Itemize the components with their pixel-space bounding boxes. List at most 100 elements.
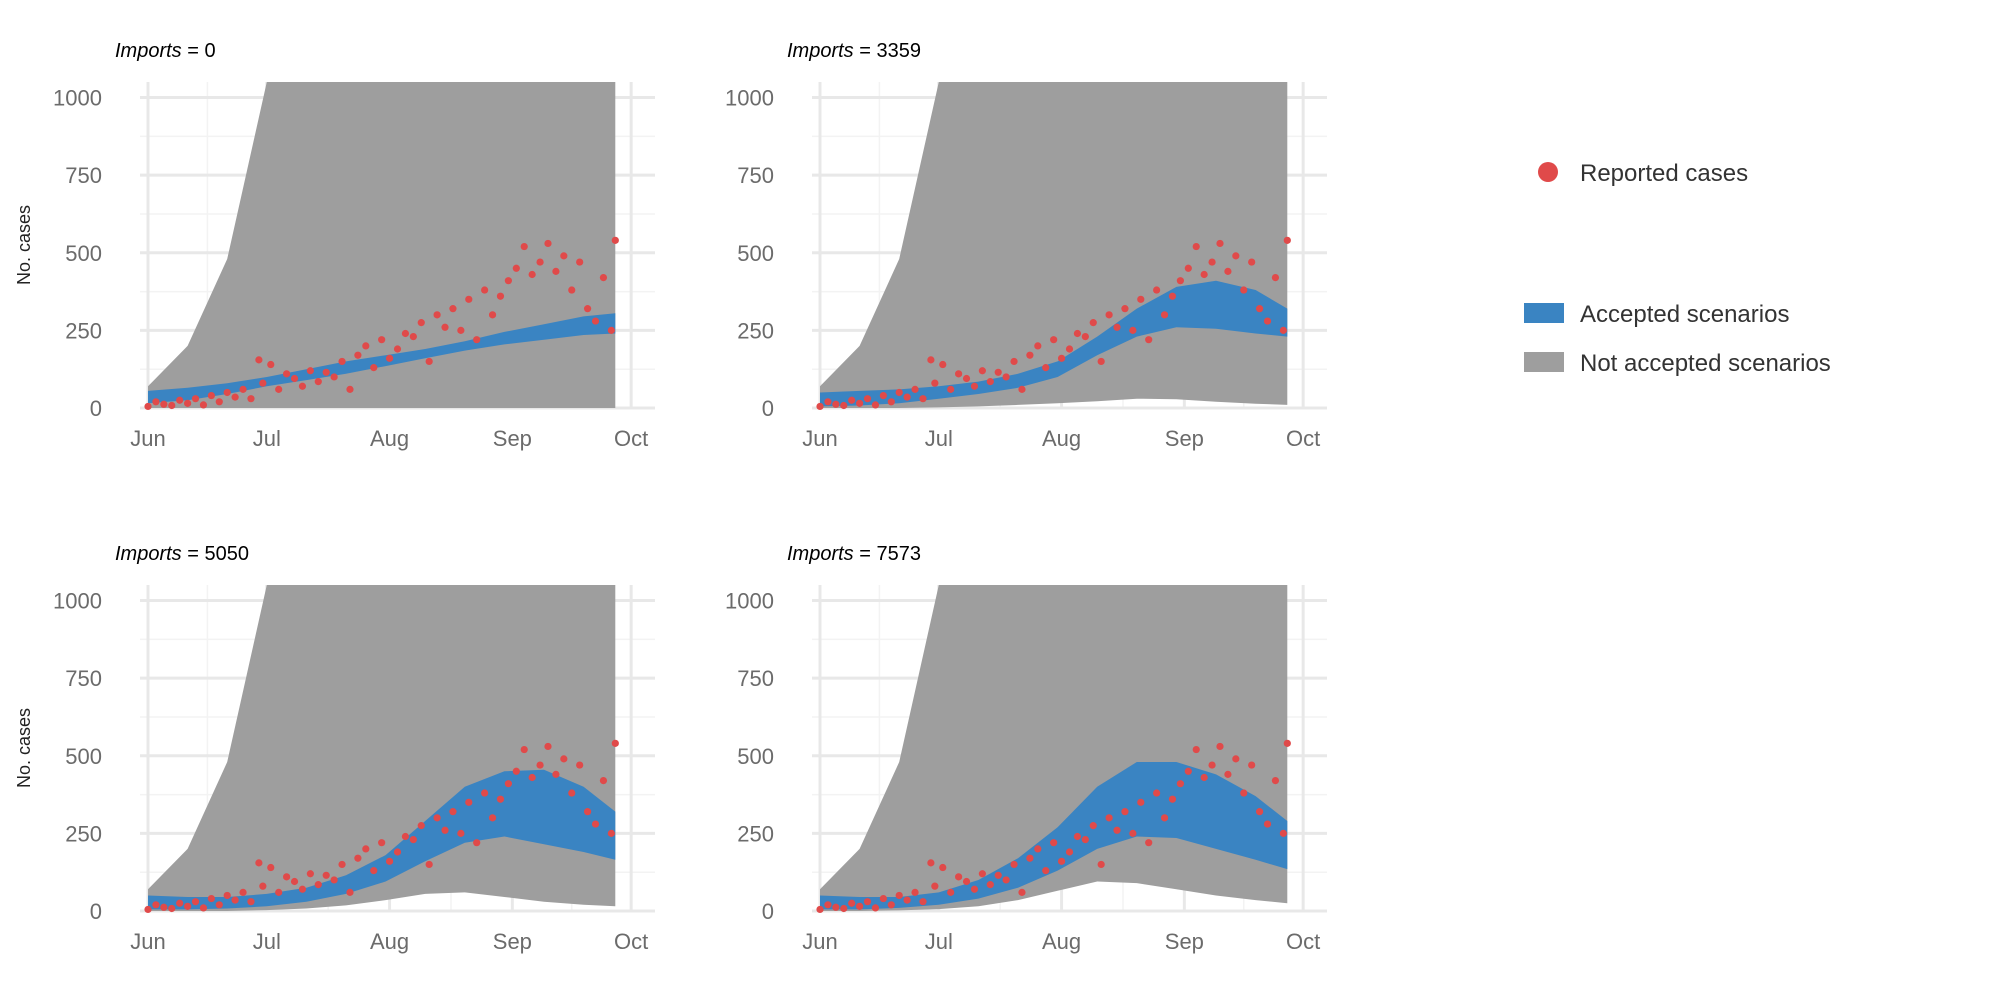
reported-case-point bbox=[191, 395, 200, 403]
reported-case-point bbox=[378, 336, 386, 344]
reported-case-point bbox=[1018, 385, 1026, 393]
reported-case-point bbox=[927, 356, 935, 364]
reported-case-point bbox=[895, 891, 903, 900]
facet-title: Imports = 0 bbox=[115, 40, 216, 62]
reported-case-point bbox=[338, 357, 346, 366]
reported-case-point bbox=[1073, 832, 1082, 841]
reported-case-point bbox=[259, 882, 267, 890]
legend-reported-swatch bbox=[1538, 162, 1558, 182]
reported-case-point bbox=[544, 742, 552, 751]
reported-case-point bbox=[1153, 286, 1161, 294]
reported-case-point bbox=[176, 899, 184, 907]
reported-case-point bbox=[370, 867, 378, 875]
y-tick-label: 0 bbox=[90, 396, 102, 421]
y-tick-label: 1000 bbox=[53, 589, 102, 614]
x-tick-label: Sep bbox=[493, 426, 532, 451]
reported-case-point bbox=[994, 871, 1002, 879]
not-accepted-band bbox=[148, 82, 616, 408]
y-tick-label: 250 bbox=[65, 821, 102, 846]
x-tick-label: Oct bbox=[1286, 426, 1320, 451]
reported-case-point bbox=[871, 401, 880, 409]
reported-case-point bbox=[863, 898, 872, 906]
reported-case-point bbox=[955, 873, 963, 881]
reported-case-point bbox=[1224, 267, 1232, 275]
reported-case-point bbox=[433, 814, 441, 822]
reported-case-point bbox=[1002, 373, 1010, 381]
reported-case-point bbox=[504, 780, 512, 788]
reported-case-point bbox=[231, 393, 239, 401]
reported-case-point bbox=[465, 798, 473, 806]
reported-case-point bbox=[879, 894, 887, 903]
reported-case-point bbox=[919, 395, 927, 403]
x-tick-label: Sep bbox=[493, 929, 532, 954]
reported-case-point bbox=[385, 857, 394, 865]
reported-case-point bbox=[449, 305, 457, 313]
legend-accepted-swatch bbox=[1524, 303, 1564, 323]
reported-case-point bbox=[239, 385, 247, 393]
reported-case-point bbox=[184, 902, 192, 910]
reported-case-point bbox=[401, 329, 410, 338]
reported-case-point bbox=[832, 903, 840, 911]
reported-case-point bbox=[207, 894, 215, 903]
x-tick-label: Jun bbox=[802, 929, 837, 954]
reported-case-point bbox=[1248, 761, 1256, 769]
reported-case-point bbox=[1168, 795, 1177, 803]
reported-case-point bbox=[1232, 755, 1240, 763]
reported-case-point bbox=[528, 773, 536, 782]
reported-case-point bbox=[393, 345, 402, 353]
y-tick-label: 1000 bbox=[725, 589, 774, 614]
reported-case-point bbox=[536, 258, 544, 266]
y-tick-label: 0 bbox=[762, 396, 774, 421]
reported-case-point bbox=[1283, 739, 1291, 747]
reported-case-point bbox=[607, 829, 615, 837]
reported-case-point bbox=[433, 311, 441, 319]
reported-case-point bbox=[283, 370, 291, 378]
reported-case-point bbox=[1283, 236, 1291, 244]
reported-case-point bbox=[275, 385, 283, 393]
reported-case-point bbox=[152, 901, 160, 909]
reported-case-point bbox=[1232, 252, 1240, 260]
reported-case-point bbox=[512, 264, 520, 272]
reported-case-point bbox=[895, 388, 903, 397]
reported-case-point bbox=[824, 398, 832, 406]
reported-case-point bbox=[1097, 357, 1105, 366]
reported-case-point bbox=[1271, 274, 1280, 282]
reported-case-point bbox=[1010, 357, 1018, 366]
reported-case-point bbox=[1089, 319, 1097, 327]
reported-case-point bbox=[1279, 326, 1287, 334]
reported-case-point bbox=[840, 401, 848, 410]
reported-case-point bbox=[457, 326, 465, 334]
y-tick-label: 250 bbox=[737, 821, 774, 846]
reported-case-point bbox=[1002, 876, 1010, 884]
facet-panel: 0 250 500 750 1000 Jun Jul Aug Sep Oct Imports = 7… bbox=[725, 543, 1327, 954]
reported-case-point bbox=[552, 770, 560, 778]
reported-case-point bbox=[425, 357, 433, 366]
reported-case-point bbox=[1208, 258, 1216, 266]
reported-case-point bbox=[267, 360, 275, 369]
reported-case-point bbox=[417, 319, 425, 327]
reported-case-point bbox=[417, 822, 425, 830]
reported-case-point bbox=[160, 400, 168, 408]
reported-case-point bbox=[152, 398, 160, 406]
reported-case-point bbox=[1192, 242, 1200, 251]
reported-case-point bbox=[1057, 857, 1066, 865]
reported-case-point bbox=[1279, 829, 1287, 837]
reported-case-point bbox=[354, 351, 362, 359]
reported-case-point bbox=[184, 399, 192, 407]
facet-panel: 0 250 500 750 1000 Jun Jul Aug Sep Oct Imports = 0… bbox=[14, 40, 655, 451]
reported-case-point bbox=[1160, 814, 1169, 822]
reported-case-point bbox=[144, 905, 152, 914]
reported-case-point bbox=[239, 888, 247, 896]
legend: Reported cases Accepted scenarios Not ac… bbox=[1524, 160, 1831, 377]
reported-case-point bbox=[1089, 822, 1097, 830]
reported-case-point bbox=[863, 395, 872, 403]
reported-case-point bbox=[560, 252, 568, 260]
y-tick-label: 750 bbox=[65, 163, 102, 188]
accepted-band bbox=[148, 769, 616, 910]
reported-case-point bbox=[1240, 789, 1248, 797]
reported-case-point bbox=[832, 400, 840, 408]
reported-case-point bbox=[1050, 839, 1058, 847]
reported-case-point bbox=[607, 326, 615, 334]
reported-case-point bbox=[986, 881, 994, 889]
reported-case-point bbox=[504, 277, 512, 285]
